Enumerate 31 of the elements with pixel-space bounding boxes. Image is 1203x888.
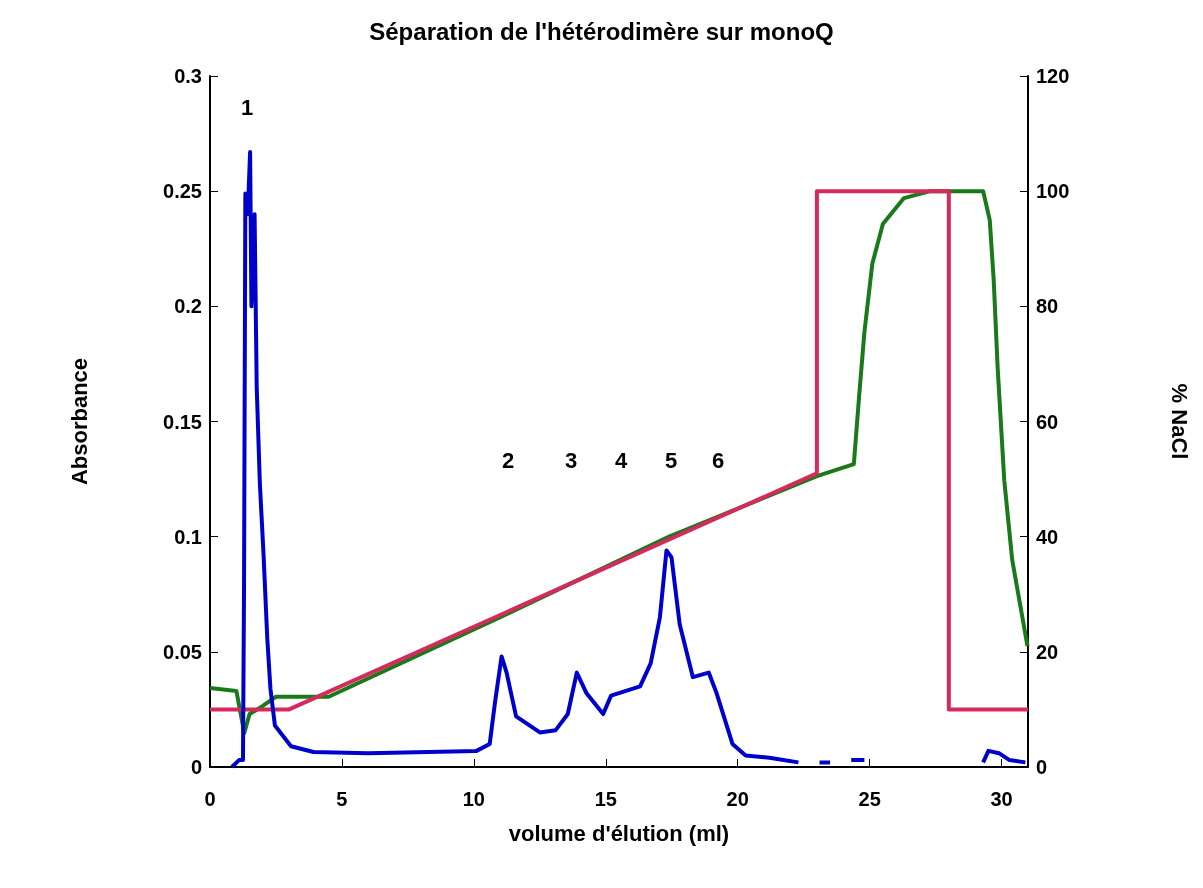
y-tick-label: 0.15 [163, 410, 202, 433]
x-tick-label: 0 [204, 788, 216, 810]
y2-axis-title: % NaCl [1166, 383, 1192, 460]
y-tick-label: 0.1 [174, 525, 202, 548]
y-axis-title: Absorbance [66, 357, 92, 486]
y-tick-label: 0.2 [174, 295, 202, 318]
y2-tick-label: 120 [1036, 65, 1070, 87]
y-tick-label: 0.3 [174, 65, 202, 87]
annotation: 5 [664, 447, 678, 473]
x-tick-label: 10 [462, 788, 485, 810]
y2-tick-label: 60 [1036, 410, 1059, 433]
x-tick-label: 20 [726, 788, 749, 810]
annotation: 3 [564, 447, 578, 473]
x-tick-label: 30 [990, 788, 1013, 810]
x-axis-title: volume d'élution (ml) [508, 820, 730, 846]
annotation: 1 [240, 94, 254, 120]
chart-title: Séparation de l'hétérodimère sur monoQ [369, 17, 834, 45]
x-tick-label: 25 [858, 788, 881, 810]
annotation: 2 [501, 447, 515, 473]
x-tick-label: 15 [594, 788, 617, 810]
y-tick-label: 0 [190, 756, 202, 778]
annotation: 4 [614, 447, 628, 473]
y2-tick-label: 100 [1036, 180, 1070, 203]
y2-tick-label: 20 [1036, 640, 1059, 663]
y2-tick-label: 0 [1036, 756, 1048, 778]
annotation: 6 [711, 447, 725, 473]
y-tick-label: 0.25 [163, 180, 202, 203]
y2-tick-label: 40 [1036, 525, 1059, 548]
x-tick-label: 5 [336, 788, 348, 810]
y2-tick-label: 80 [1036, 295, 1059, 318]
y-tick-label: 0.05 [163, 640, 202, 663]
